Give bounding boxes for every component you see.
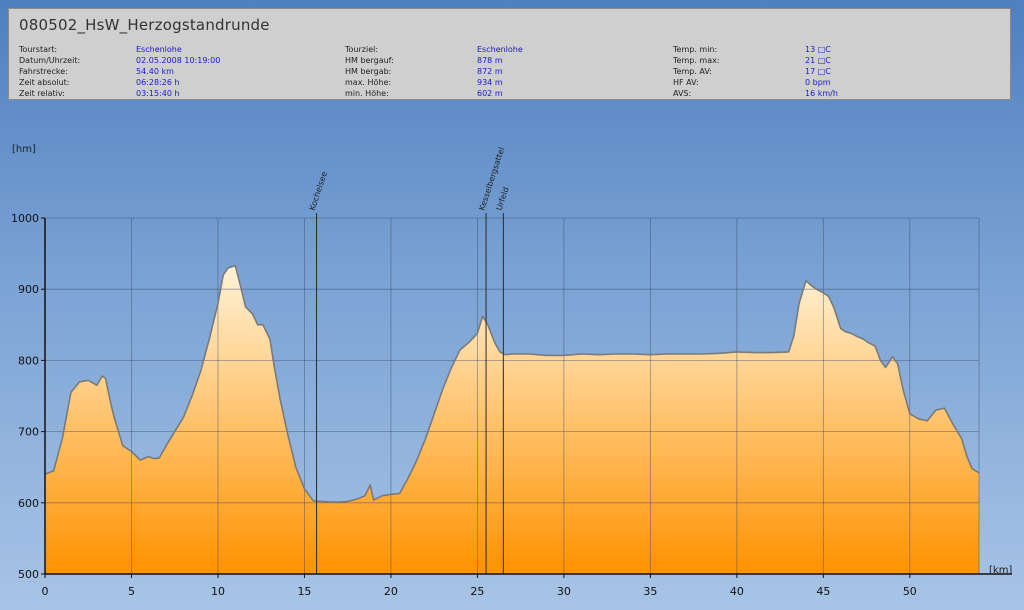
stat-label: Temp. min:: [673, 45, 718, 54]
stat-label: AVS:: [673, 89, 692, 98]
elevation-area: [45, 265, 979, 574]
elevation-fill: [45, 265, 979, 574]
stat-value: 878 m: [477, 56, 503, 65]
y-tick-label: 1000: [11, 212, 39, 225]
x-tick-label: 25: [470, 585, 484, 598]
stat-value: Eschenlohe: [477, 45, 523, 54]
stat-label: Zeit relativ:: [19, 89, 65, 98]
axes: 500 600 700 800 900 1000 0 5 10 15 20 25 30 35 40 45 50: [11, 212, 1012, 598]
stat-label: max. Höhe:: [345, 78, 392, 87]
stat-value: 872 m: [477, 67, 503, 76]
stat-value: Eschenlohe: [136, 45, 182, 54]
x-tick-label: 45: [816, 585, 830, 598]
tour-info-panel: 080502_HsW_Herzogstandrunde Tourstart: Es…: [8, 8, 1011, 100]
y-tick-label: 900: [18, 283, 39, 296]
stat-label: HM bergauf:: [345, 56, 394, 65]
stat-label: Temp. AV:: [673, 67, 712, 76]
tour-title: 080502_HsW_Herzogstandrunde: [19, 16, 270, 34]
stat-value: 54.40 km: [136, 67, 174, 76]
y-axis-label: [hm]: [12, 144, 36, 155]
x-axis-label: [km]: [989, 565, 1012, 576]
y-tick-label: 500: [18, 568, 39, 581]
x-tick-label: 15: [297, 585, 311, 598]
stat-value: 02.05.2008 10:19:00: [136, 56, 221, 65]
stat-value: 602 m: [477, 89, 503, 98]
stat-label: Temp. max:: [673, 56, 720, 65]
stat-value: 21 □C: [805, 56, 831, 65]
stat-label: Tourstart:: [19, 45, 58, 54]
x-tick-label: 50: [903, 585, 917, 598]
stat-label: HF AV:: [673, 78, 699, 87]
x-tick-label: 0: [42, 585, 49, 598]
x-tick-label: 40: [730, 585, 744, 598]
marker-label: Urfeld: [495, 186, 511, 212]
stat-value: 16 km/h: [805, 89, 838, 98]
stat-label: Datum/Uhrzeit:: [19, 56, 81, 65]
x-tick-label: 35: [643, 585, 657, 598]
y-tick-label: 600: [18, 497, 39, 510]
elevation-series-line: [44, 264, 980, 503]
x-tick-label: 30: [557, 585, 571, 598]
stat-value: 06:28:26 h: [136, 78, 180, 87]
stat-label: Fahrstrecke:: [19, 67, 68, 76]
stat-value: 17 □C: [805, 67, 831, 76]
stat-value: 13 □C: [805, 45, 831, 54]
stat-value: 934 m: [477, 78, 503, 87]
stat-value: 03:15:40 h: [136, 89, 180, 98]
stat-label: Zeit absolut:: [19, 78, 70, 87]
elevation-line: [44, 264, 980, 503]
x-tick-label: 20: [384, 585, 398, 598]
x-tick-label: 5: [128, 585, 135, 598]
stat-label: HM bergab:: [345, 67, 392, 76]
y-tick-label: 800: [18, 354, 39, 367]
stat-label: Tourziel:: [345, 45, 379, 54]
marker-label: Kochelsee: [308, 170, 329, 211]
y-tick-label: 700: [18, 426, 39, 439]
stat-label: min. Höhe:: [345, 89, 389, 98]
stat-value: 0 bpm: [805, 78, 831, 87]
x-tick-label: 10: [211, 585, 225, 598]
